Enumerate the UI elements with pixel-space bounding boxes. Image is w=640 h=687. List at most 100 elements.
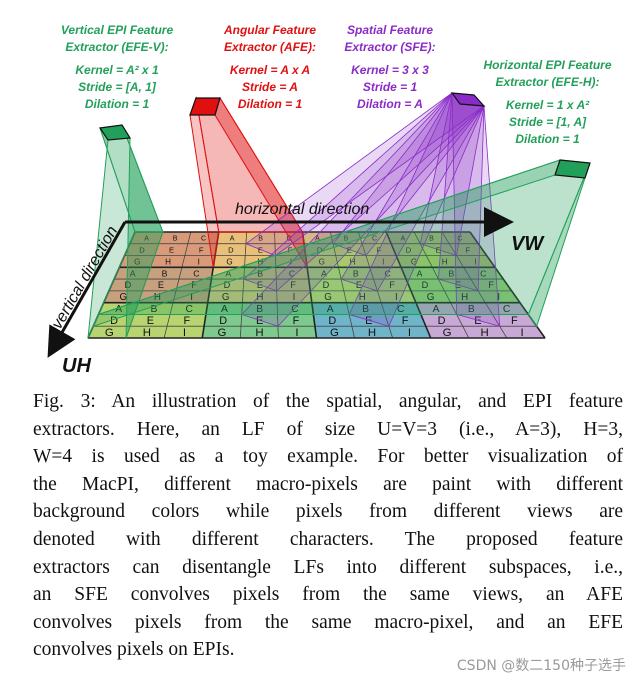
cell-char: E [158,280,164,290]
cell-char: A [321,268,327,278]
vw-label: VW [511,233,545,255]
cell-char: H [255,327,263,339]
cell-char: A [230,235,235,242]
cell-char: E [474,315,481,327]
cell-char: G [443,327,452,339]
cell-char: F [511,315,518,327]
cell-char: B [151,304,158,315]
cell-char: B [468,304,475,315]
efe-h-kernel: Kernel = 1 x A² [505,98,590,112]
cell-char: B [258,235,263,242]
cell-char: G [222,292,230,303]
cell-char: D [219,315,227,327]
cell-char: H [257,257,263,266]
cell-char: C [201,235,206,242]
cell-char: A [315,235,320,242]
efe-v-kernel [98,124,132,141]
cell-char: I [474,257,476,266]
afe-kernel: Kernel = A x A [229,63,311,77]
cell-char: F [199,245,204,254]
watermark: CSDN @数二150种子选手 [456,658,626,674]
figure-caption: Fig. 3: An illustration of the spatial, … [33,388,623,664]
cell-char: B [344,235,349,242]
cell-char: A [144,235,149,242]
cell-char: G [226,257,232,266]
cell-char: C [291,304,299,315]
cell-char: I [497,292,500,303]
cell-char: D [224,280,231,290]
afe-kernel [189,97,221,116]
efe-v-kernel: Kernel = A² x 1 [75,63,159,77]
cell-char: H [480,327,488,339]
caption-line: denoted with different characters. The p… [33,528,623,550]
sfe-title-1: Spatial Feature [346,23,434,37]
cell-char: A [115,304,122,315]
cell-char: E [365,315,372,327]
cell-char: A [401,235,406,242]
efe-v-dilation: Dilation = 1 [84,97,150,111]
cell-char: D [422,280,429,290]
cell-char: A [130,268,136,278]
cell-char: E [256,315,263,327]
efe-v-title-2: Extractor (EFE-V): [65,40,169,54]
cell-char: D [139,245,145,254]
cell-char: I [395,292,398,303]
cell-char: A [221,304,228,315]
cell-char: F [293,315,300,327]
cell-char: G [411,257,417,266]
cell-char: D [323,280,330,290]
cell-char: C [289,268,295,278]
cell-char: A [225,268,231,278]
cell-char: I [293,292,296,303]
caption-line: extractors. Here, an LF of size U=V=3 (i… [33,418,623,440]
feature-extractor-diagram: A B C A B C A B C A B C D E F D E F D E F D E F G H I G H I G H I G H I A B C A… [47,92,591,377]
cell-char: B [162,268,168,278]
uh-label: UH [62,355,91,377]
cell-char: I [190,292,193,303]
cell-char: D [438,315,446,327]
cell-char: H [350,257,356,266]
caption-line: extractors can disentangle LFs into diff… [33,556,623,578]
cell-char: F [488,280,494,290]
sfe-kernel: Kernel = 3 x 3 [351,63,429,77]
caption-line: convolves pixels on EPIs. [33,639,235,661]
cell-char: G [324,292,332,303]
vertical-axis-arrow [47,221,127,358]
cell-char: H [461,292,468,303]
afe-title-2: Extractor (AFE): [223,40,316,54]
cell-char: G [330,327,339,339]
caption-line: background colors while pixels from diff… [33,501,623,523]
cell-char: H [143,327,151,339]
cell-char: I [520,327,523,339]
afe-stride: Stride = A [242,80,298,94]
cell-char: B [429,235,434,242]
cell-char: D [328,315,336,327]
afe-label: Angular Feature Extractor (AFE): Kernel … [205,22,335,113]
cell-char: A [327,304,334,315]
cell-char: B [353,268,359,278]
cell-char: B [362,304,369,315]
cell-char: G [134,257,140,266]
cell-char: H [368,327,376,339]
efe-h-title-2: Extractor (EFE-H): [495,75,600,89]
cell-char: E [147,315,154,327]
cell-char: H [154,292,161,303]
cell-char: H [256,292,263,303]
cell-char: F [290,280,296,290]
efe-h-title-1: Horizontal EPI Feature [483,58,612,72]
caption-line: convolves pixels from the same macro-pix… [33,611,623,633]
cell-char: C [193,268,199,278]
cell-char: I [295,327,298,339]
kernel-projections [87,92,591,339]
horizontal-direction-label: horizontal direction [235,201,369,218]
cell-char: I [183,327,186,339]
cell-char: I [198,257,200,266]
efe-h-dilation: Dilation = 1 [515,132,580,146]
cell-char: C [480,268,486,278]
cell-char: D [110,315,118,327]
cell-char: C [372,235,377,242]
caption-line: W=4 is used as a toy example. For better… [33,446,623,468]
efe-h-stride: Stride = [1, A] [508,115,587,129]
cell-char: G [217,327,226,339]
cell-char: A [417,268,423,278]
